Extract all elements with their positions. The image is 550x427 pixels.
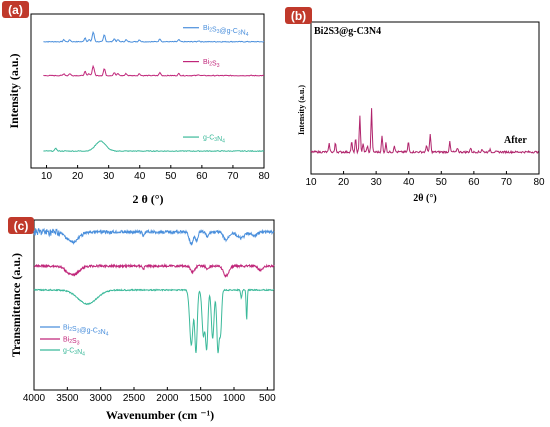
panel-a-legend-entry: Bi2S3 <box>203 59 220 69</box>
panel-a-letter-box <box>2 1 29 18</box>
panel-a-xtick-tick-label: 10 <box>41 171 53 182</box>
panel-b-title: Bi2S3@g-C3N4 <box>314 26 381 37</box>
panel-c-series-line <box>33 227 275 247</box>
panel-c-frame <box>33 219 275 391</box>
panel-c-xtick-tick-label: 1000 <box>223 393 246 404</box>
panel-b-ylabel: Intensity (a.u.) <box>297 85 306 135</box>
panel-a-xticks: 10 20 30 40 50 60 70 80 <box>41 165 270 182</box>
panel-b-annotation: After <box>504 135 527 146</box>
panel-c-ylabel: Transmittance (a.u.) <box>9 253 23 357</box>
panel-b-letter-box <box>285 7 312 24</box>
panel-a: (a) Intensity (a.u.) 2 θ (°) 10 20 30 40 50 6… <box>2 1 270 206</box>
panel-c-xtick-tick-label: 3500 <box>56 393 79 404</box>
panel-c-xlabel: Wavenumber (cm ⁻¹) <box>106 408 214 422</box>
panel-b-xticks: 10 20 30 40 50 60 70 80 <box>305 171 545 188</box>
panel-a-xtick-tick-label: 80 <box>258 171 270 182</box>
panel-c-xticks: 4000 3500 3000 2500 2000 1500 1000 500 <box>23 387 276 404</box>
panel-c-xtick-tick-label: 3000 <box>90 393 113 404</box>
panel-c-xtick-tick-label: 1500 <box>190 393 213 404</box>
panel-c: (c) Transmittance (a.u.) Wavenumber (cm … <box>8 217 276 422</box>
panel-c-series <box>33 227 275 354</box>
panel-b-xtick-tick-label: 80 <box>533 177 545 188</box>
panel-c-xtick-tick-label: 500 <box>259 393 276 404</box>
panel-a-ylabel: Intensity (a.u.) <box>7 53 21 128</box>
panel-c-legend-entry: Bi2S3@g-C3N4 <box>63 325 109 338</box>
panel-b-xtick-tick-label: 70 <box>501 177 513 188</box>
panel-a-series <box>43 30 265 153</box>
panel-c-series-line <box>33 288 275 354</box>
panel-b-xtick-tick-label: 50 <box>436 177 448 188</box>
panel-b-xtick-tick-label: 10 <box>305 177 317 188</box>
panel-a-series-line <box>43 30 265 43</box>
panel-a-series-line <box>43 140 265 153</box>
panel-b-xtick-tick-label: 30 <box>371 177 383 188</box>
panel-b-series-line <box>310 108 539 155</box>
panel-a-legend: Bi2S3@g-C3N4 Bi2S3 g-C3N4 <box>183 25 249 145</box>
panel-a-xtick-tick-label: 30 <box>103 171 115 182</box>
panel-a-xtick-tick-label: 70 <box>227 171 239 182</box>
panel-a-series-line <box>43 64 265 77</box>
panel-c-xtick-tick-label: 2000 <box>156 393 179 404</box>
panel-c-letter-box <box>8 217 34 234</box>
panel-c-legend-entry: Bi2S3 <box>63 337 80 347</box>
panel-a-xtick-tick-label: 60 <box>196 171 208 182</box>
panel-a-xlabel: 2 θ (°) <box>132 192 163 206</box>
panel-b-xlabel: 2θ (°) <box>413 193 436 204</box>
panel-c-letter: (c) <box>14 219 29 233</box>
panel-a-legend-entry: g-C3N4 <box>203 135 225 145</box>
panel-a-xtick-tick-label: 40 <box>134 171 146 182</box>
panel-b-series <box>310 108 539 155</box>
panel-b: (b) Bi2S3@g-C3N4 After Intensity (a.u.) … <box>285 7 545 204</box>
panel-b-letter: (b) <box>291 9 306 23</box>
panel-c-series-line <box>33 262 275 279</box>
panel-b-frame <box>310 21 540 175</box>
panel-b-xtick-tick-label: 20 <box>338 177 350 188</box>
panel-a-xtick-tick-label: 50 <box>165 171 177 182</box>
panel-c-legend-entry: g-C3N4 <box>63 348 85 358</box>
panel-a-frame <box>30 13 265 169</box>
panel-c-xtick-tick-label: 2500 <box>123 393 146 404</box>
panel-a-letter: (a) <box>8 3 23 17</box>
panel-b-xtick-tick-label: 40 <box>403 177 415 188</box>
panel-a-xtick-tick-label: 20 <box>72 171 84 182</box>
panel-c-xtick-tick-label: 4000 <box>23 393 46 404</box>
panel-a-legend-entry: Bi2S3@g-C3N4 <box>203 25 249 38</box>
panel-b-xtick-tick-label: 60 <box>468 177 480 188</box>
